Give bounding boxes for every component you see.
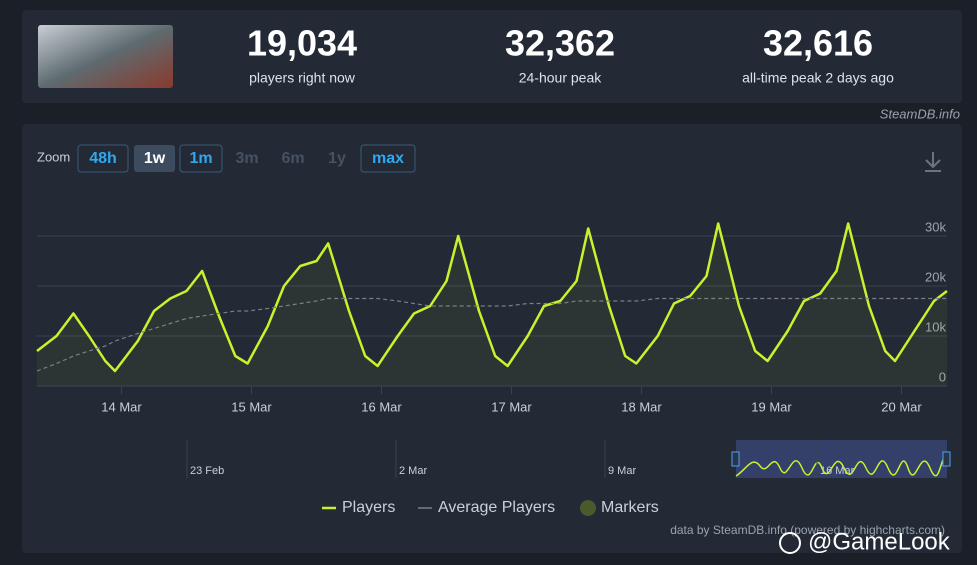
y-tick-label: 10k xyxy=(925,319,946,334)
y-tick-label: 0 xyxy=(939,369,946,384)
legend-label[interactable]: Players xyxy=(342,499,395,516)
download-icon[interactable] xyxy=(925,152,941,172)
zoom-button-label[interactable]: 1m xyxy=(189,150,212,167)
x-tick-label: 15 Mar xyxy=(231,399,272,414)
y-tick-label: 20k xyxy=(925,269,946,284)
navigator-series xyxy=(735,456,948,477)
zoom-button-label[interactable]: max xyxy=(372,150,404,167)
stat-value: 32,616 xyxy=(763,23,873,64)
stat-value: 19,034 xyxy=(247,23,357,64)
navigator-selection[interactable] xyxy=(736,440,947,478)
legend-label[interactable]: Average Players xyxy=(438,499,555,516)
x-tick-label: 14 Mar xyxy=(101,399,142,414)
watermark-icon xyxy=(779,532,801,554)
navigator-handle[interactable] xyxy=(942,451,951,467)
zoom-button-label[interactable]: 1w xyxy=(144,150,166,167)
navigator-label: 9 Mar xyxy=(608,465,636,477)
stat-label: 24-hour peak xyxy=(519,70,603,86)
x-tick-label: 20 Mar xyxy=(881,399,922,414)
navigator-label: 23 Feb xyxy=(190,465,224,477)
zoom-button[interactable] xyxy=(77,144,129,173)
watermark: @GameLook xyxy=(808,528,951,555)
zoom-label: Zoom xyxy=(37,149,70,164)
navigator-handle[interactable] xyxy=(731,451,740,467)
zoom-button[interactable] xyxy=(134,145,175,172)
x-tick-label: 17 Mar xyxy=(491,399,532,414)
game-thumbnail[interactable] xyxy=(38,25,173,88)
zoom-button-label[interactable]: 1y xyxy=(328,150,346,167)
stat-value: 32,362 xyxy=(505,23,615,64)
zoom-button-label[interactable]: 48h xyxy=(89,150,117,167)
stat-label: all-time peak 2 days ago xyxy=(742,70,894,86)
x-tick-label: 16 Mar xyxy=(361,399,402,414)
credit[interactable]: data by SteamDB.info (powered by highcha… xyxy=(670,523,945,537)
players-line xyxy=(36,222,948,373)
zoom-button[interactable] xyxy=(179,144,223,173)
zoom-button-label[interactable]: 3m xyxy=(235,150,258,167)
x-tick-label: 18 Mar xyxy=(621,399,662,414)
zoom-button-label[interactable]: 6m xyxy=(281,150,304,167)
source-link[interactable]: SteamDB.info xyxy=(880,106,960,121)
players-area xyxy=(37,223,947,386)
navigator-label: 2 Mar xyxy=(399,465,427,477)
stats-panel xyxy=(22,10,962,103)
y-tick-label: 30k xyxy=(925,219,946,234)
navigator-label: 16 Mar xyxy=(820,465,855,477)
legend-swatch[interactable] xyxy=(580,500,596,516)
stat-label: players right now xyxy=(249,70,356,86)
x-tick-label: 19 Mar xyxy=(751,399,792,414)
legend-label[interactable]: Markers xyxy=(601,499,659,516)
zoom-button[interactable] xyxy=(360,144,416,173)
average-line xyxy=(36,297,947,372)
